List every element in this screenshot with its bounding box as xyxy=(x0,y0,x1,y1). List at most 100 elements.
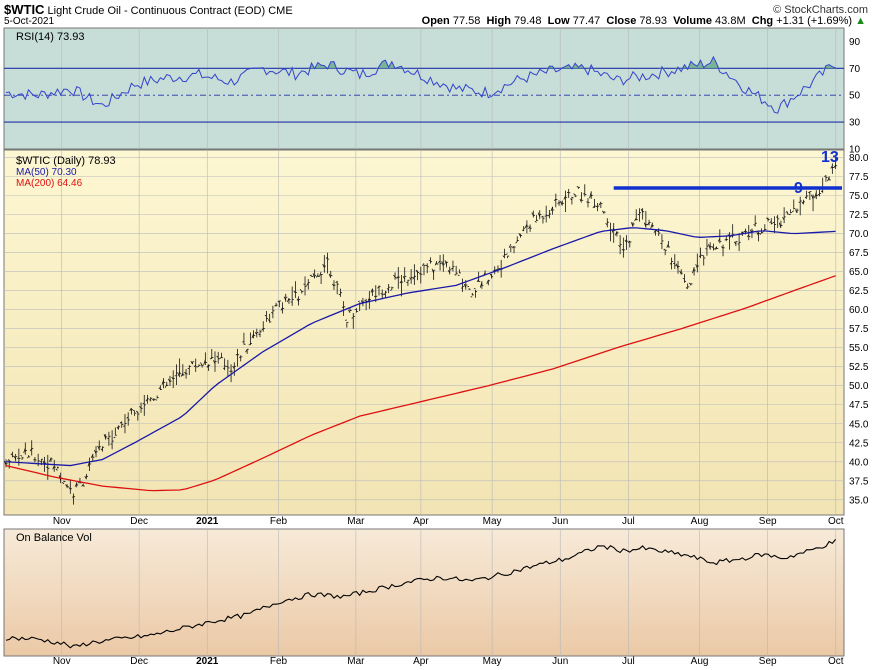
price-bar xyxy=(804,190,809,199)
rsi-panel xyxy=(3,27,845,150)
price-bar xyxy=(508,243,513,253)
price-bar xyxy=(113,427,117,439)
price-bar xyxy=(537,210,542,220)
y-tick-label: 40.0 xyxy=(849,457,869,468)
price-bar xyxy=(119,421,124,428)
x-tick-label: Feb xyxy=(270,656,288,667)
price-bar xyxy=(203,352,207,365)
y-tick-label: 37.5 xyxy=(849,476,869,487)
price-bar xyxy=(235,348,240,367)
rsi-line xyxy=(5,55,836,114)
price-bar xyxy=(791,199,796,213)
ma200-line xyxy=(5,275,836,492)
price-panel xyxy=(3,149,845,516)
price-bar xyxy=(489,273,494,279)
price-bar xyxy=(242,332,246,345)
price-bar xyxy=(84,473,88,480)
ma50-legend: MA(50) 70.30 xyxy=(16,167,77,178)
price-bar xyxy=(216,351,220,364)
high-label: High xyxy=(486,15,511,27)
price-bar xyxy=(164,381,169,388)
y-tick-label: 47.5 xyxy=(849,400,869,411)
rsi-y-tick-label: 50 xyxy=(849,91,861,102)
count-9-label: 9 xyxy=(794,180,803,197)
price-bar xyxy=(785,211,789,215)
price-bar xyxy=(708,242,712,250)
price-bar xyxy=(94,446,98,458)
price-bar xyxy=(547,210,551,219)
price-bar xyxy=(515,236,519,244)
price-bar xyxy=(470,292,474,298)
price-bar xyxy=(640,208,645,220)
price-bar xyxy=(778,220,783,229)
price-bar xyxy=(679,269,683,275)
price-bar xyxy=(531,210,535,218)
price-bar xyxy=(721,244,725,257)
symbol: $WTIC xyxy=(4,2,45,17)
price-bar xyxy=(370,288,375,296)
x-tick-label: Jun xyxy=(552,516,568,527)
price-bar xyxy=(81,483,85,487)
price-bar xyxy=(788,209,793,216)
price-bar xyxy=(190,360,195,365)
price-bar xyxy=(328,270,333,279)
price-bar xyxy=(145,394,150,404)
price-bar xyxy=(666,240,670,248)
price-bar xyxy=(213,351,217,372)
price-bar xyxy=(132,410,137,416)
price-bar xyxy=(660,234,664,250)
price-bar xyxy=(614,231,619,237)
price-bar xyxy=(460,278,465,292)
price-bar xyxy=(274,302,278,307)
x-tick-label: May xyxy=(483,656,502,667)
price-bar xyxy=(688,282,693,286)
price-bar xyxy=(296,296,301,306)
price-bar xyxy=(267,313,272,323)
rsi-layer xyxy=(5,55,836,114)
price-bar xyxy=(158,385,162,391)
y-tick-label: 75.0 xyxy=(849,191,869,202)
x-axis-ticks: Nov Nov Dec Dec 2021 2021 Feb Feb Mar Mar Apr Apr Ma… xyxy=(53,516,844,667)
volume-value: 43.8M xyxy=(715,15,746,27)
x-tick-label: Sep xyxy=(759,516,777,527)
instrument-name: Light Crude Oil - Continuous Contract (E… xyxy=(47,5,266,17)
price-bar xyxy=(71,493,76,505)
price-bar xyxy=(245,348,249,354)
price-bar xyxy=(486,279,490,286)
x-tick-label: Aug xyxy=(691,656,709,667)
price-bar xyxy=(180,364,185,377)
price-bar xyxy=(444,260,449,268)
price-bar xyxy=(232,362,236,376)
price-bar xyxy=(29,440,34,456)
y-tick-label: 65.0 xyxy=(849,267,869,278)
price-bar xyxy=(795,208,799,214)
price-bar xyxy=(512,245,516,254)
price-bar xyxy=(830,163,834,174)
price-bar xyxy=(618,235,622,255)
price-bar xyxy=(90,453,95,462)
price-bar xyxy=(149,397,153,402)
y-tick-label: 57.5 xyxy=(849,324,869,335)
price-bar xyxy=(737,232,741,252)
price-bar xyxy=(219,352,224,359)
y-tick-label: 35.0 xyxy=(849,495,869,506)
price-bar xyxy=(187,365,191,375)
price-bar xyxy=(254,328,259,338)
price-bar xyxy=(200,362,204,368)
price-bar xyxy=(351,313,355,329)
price-bar xyxy=(248,332,252,346)
price-bar xyxy=(309,274,314,277)
price-bar xyxy=(705,238,709,256)
price-bar xyxy=(55,466,60,471)
price-bar xyxy=(524,220,529,234)
chg-value: +1.31 (+1.69%) xyxy=(776,15,853,27)
price-bar xyxy=(283,293,288,302)
price-bar xyxy=(541,215,545,224)
x-tick-label: Nov xyxy=(53,516,71,527)
price-bar xyxy=(557,200,561,206)
price-bar xyxy=(811,194,815,212)
price-bar xyxy=(534,215,539,223)
price-bar xyxy=(643,210,648,228)
exchange: CME xyxy=(268,5,293,17)
price-bar xyxy=(733,241,738,247)
